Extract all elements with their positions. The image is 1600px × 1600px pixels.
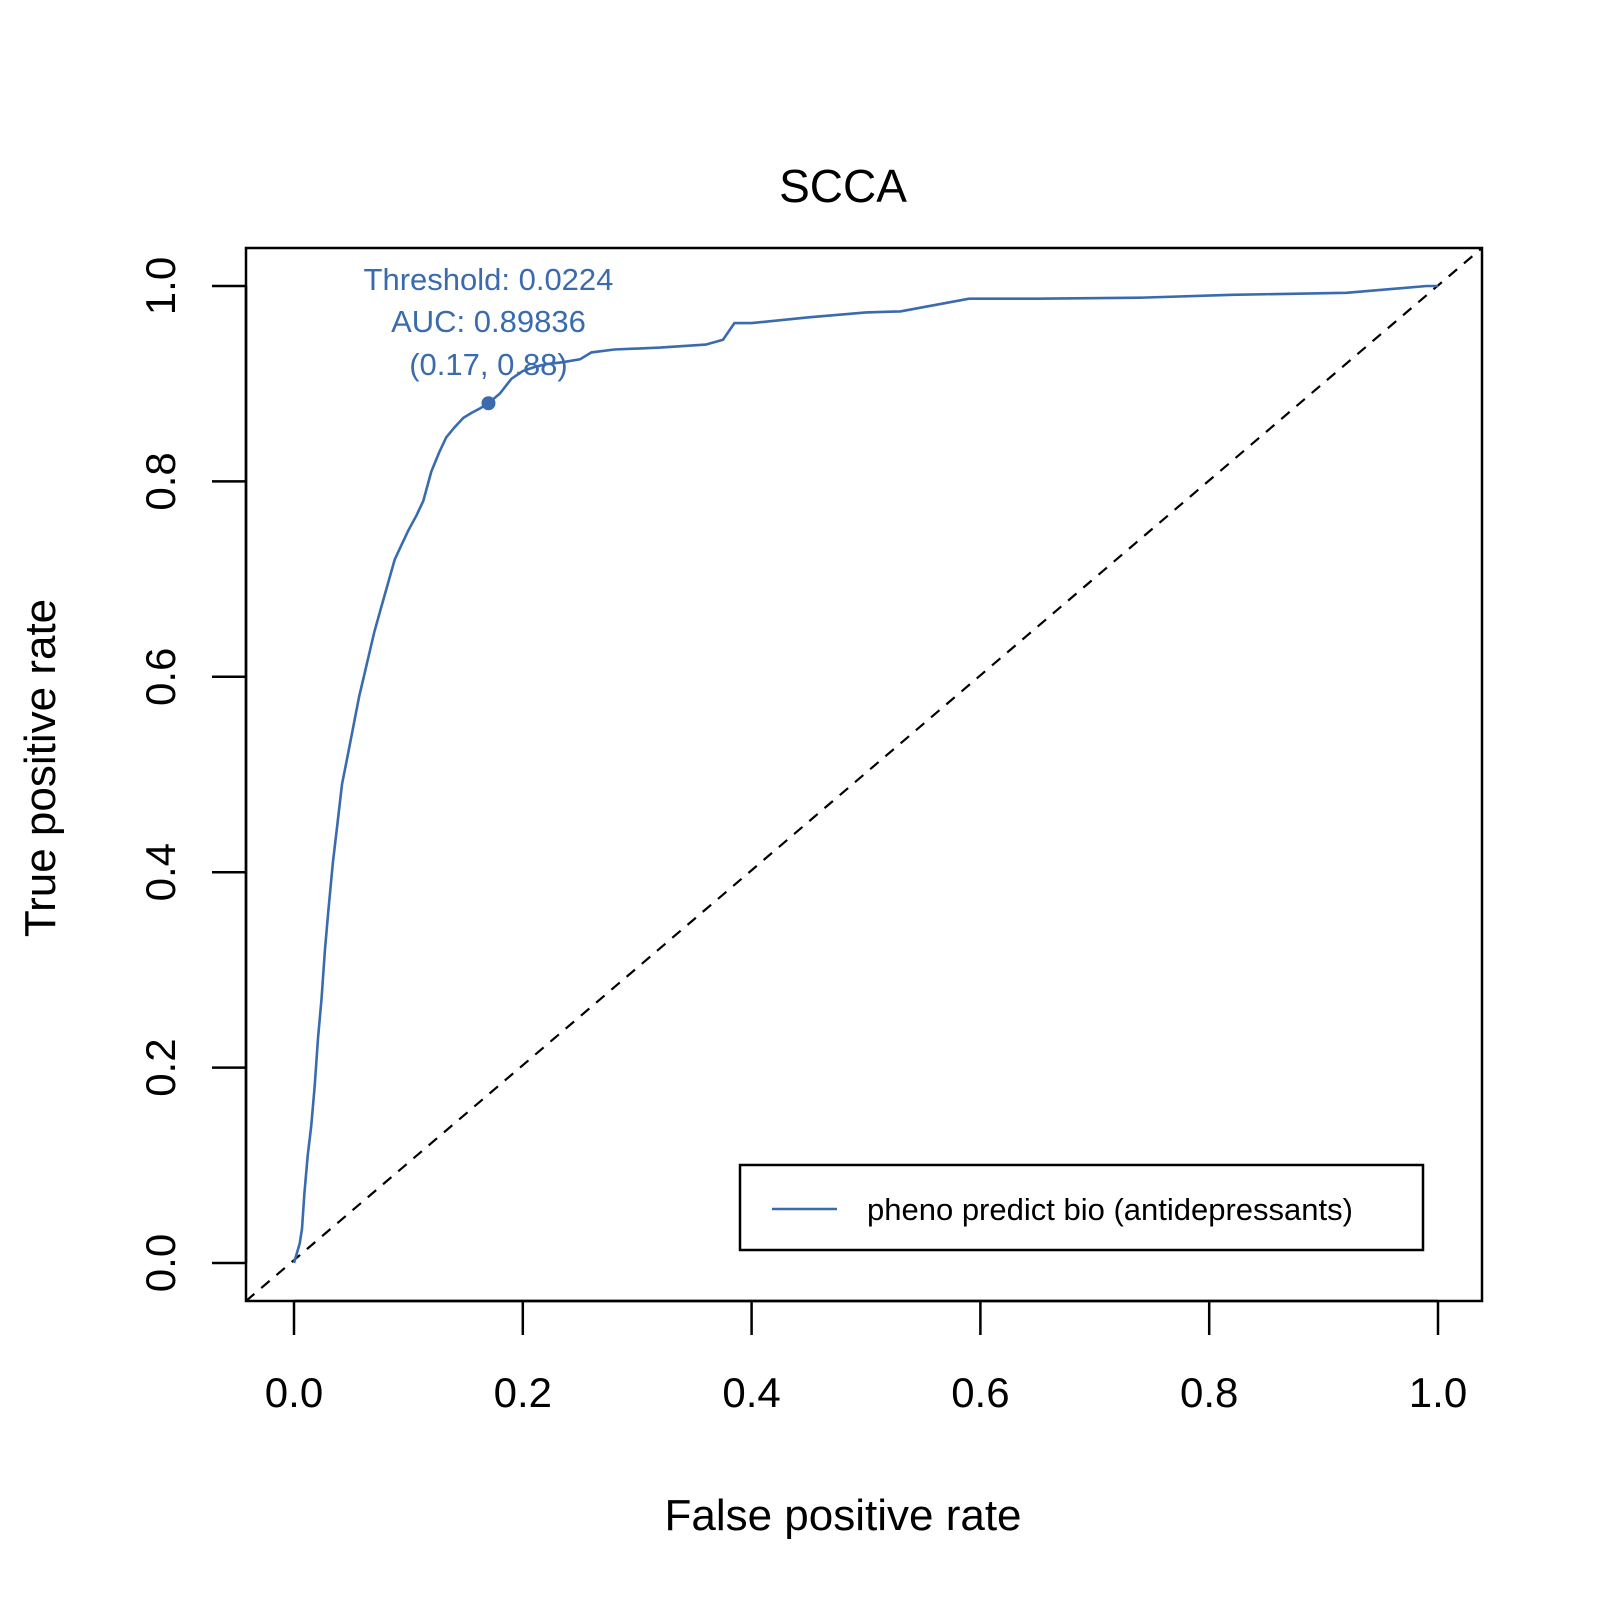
chart-title: SCCA bbox=[779, 160, 907, 212]
optimal-threshold-point bbox=[481, 396, 496, 411]
roc-curve-line bbox=[292, 284, 1438, 1264]
x-axis: 0.0 0.2 0.4 0.6 0.8 1.0 bbox=[265, 1299, 1467, 1416]
legend: pheno predict bio (antidepressants) bbox=[738, 1163, 1425, 1252]
y-tick-label: 0.4 bbox=[137, 843, 184, 901]
y-axis-label: True positive rate bbox=[16, 599, 65, 937]
x-tick-label: 0.4 bbox=[722, 1369, 780, 1416]
x-tick-label: 0.6 bbox=[951, 1369, 1009, 1416]
point-coordinates-annotation: (0.17, 0.88) bbox=[409, 347, 568, 382]
chance-diagonal-line bbox=[245, 247, 1483, 1302]
y-tick-label: 0.0 bbox=[137, 1234, 184, 1292]
threshold-annotation: Threshold: 0.0224 bbox=[364, 262, 614, 297]
y-tick-label: 1.0 bbox=[137, 257, 184, 315]
legend-label: pheno predict bio (antidepressants) bbox=[867, 1192, 1353, 1227]
x-tick-label: 0.8 bbox=[1180, 1369, 1238, 1416]
y-tick-label: 0.8 bbox=[137, 452, 184, 510]
x-axis-label: False positive rate bbox=[664, 1491, 1021, 1540]
legend-box bbox=[738, 1163, 1425, 1252]
x-tick-label: 1.0 bbox=[1409, 1369, 1467, 1416]
x-tick-label: 0.2 bbox=[494, 1369, 552, 1416]
y-axis: 0.0 0.2 0.4 0.6 0.8 1.0 bbox=[137, 257, 248, 1292]
y-tick-label: 0.2 bbox=[137, 1038, 184, 1096]
x-tick-label: 0.0 bbox=[265, 1369, 323, 1416]
y-tick-label: 0.6 bbox=[137, 648, 184, 706]
auc-annotation: AUC: 0.89836 bbox=[391, 304, 586, 339]
